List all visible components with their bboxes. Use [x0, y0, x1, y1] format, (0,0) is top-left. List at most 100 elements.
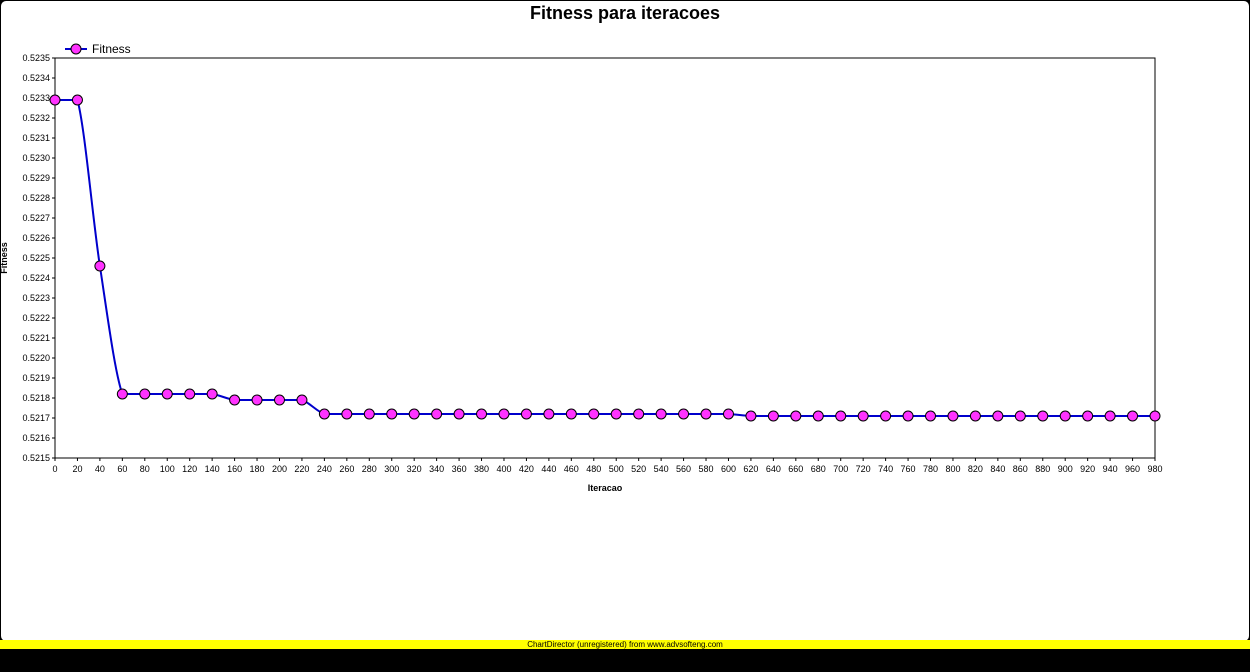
data-point: [610, 408, 622, 420]
data-point: [1082, 410, 1094, 422]
data-point: [1149, 410, 1161, 422]
data-point: [296, 394, 308, 406]
x-tick-label: 600: [721, 464, 736, 474]
data-point: [386, 408, 398, 420]
x-tick-label: 780: [923, 464, 938, 474]
x-tick-label: 880: [1035, 464, 1050, 474]
data-point: [969, 410, 981, 422]
x-tick-label: 800: [945, 464, 960, 474]
watermark-banner: ChartDirector (unregistered) from www.ad…: [0, 640, 1250, 649]
y-axis: 0.5215 0.5216 0.5217 0.5218 0.5219 0.5220 0.52…: [22, 53, 55, 463]
data-point: [655, 408, 667, 420]
data-point: [700, 408, 712, 420]
y-tick-label: 0.5221: [22, 333, 50, 343]
data-point: [341, 408, 353, 420]
y-tick-label: 0.5219: [22, 373, 50, 383]
y-tick-label: 0.5234: [22, 73, 50, 83]
data-point: [947, 410, 959, 422]
data-point: [745, 410, 757, 422]
x-tick-label: 260: [339, 464, 354, 474]
x-tick-label: 360: [452, 464, 467, 474]
x-tick-label: 520: [631, 464, 646, 474]
data-point: [49, 94, 61, 106]
legend-label: Fitness: [92, 42, 131, 56]
chart-title: Fitness para iteracoes: [530, 3, 720, 23]
x-tick-label: 200: [272, 464, 287, 474]
data-point: [1104, 410, 1116, 422]
data-point: [206, 388, 218, 400]
y-tick-label: 0.5223: [22, 293, 50, 303]
y-tick-label: 0.5228: [22, 193, 50, 203]
y-tick-label: 0.5215: [22, 453, 50, 463]
data-point: [790, 410, 802, 422]
x-tick-label: 80: [140, 464, 150, 474]
data-point: [678, 408, 690, 420]
x-tick-label: 560: [676, 464, 691, 474]
data-point: [722, 408, 734, 420]
legend-marker: [70, 43, 82, 55]
data-point: [1059, 410, 1071, 422]
x-tick-label: 160: [227, 464, 242, 474]
data-point: [812, 410, 824, 422]
x-tick-label: 400: [496, 464, 511, 474]
x-tick-label: 980: [1147, 464, 1162, 474]
x-tick-label: 620: [743, 464, 758, 474]
data-point: [139, 388, 151, 400]
y-tick-label: 0.5226: [22, 233, 50, 243]
data-point: [1127, 410, 1139, 422]
y-tick-label: 0.5227: [22, 213, 50, 223]
x-tick-label: 840: [990, 464, 1005, 474]
data-point: [857, 410, 869, 422]
data-point: [71, 94, 83, 106]
x-tick-label: 40: [95, 464, 105, 474]
y-tick-label: 0.5225: [22, 253, 50, 263]
data-point: [902, 410, 914, 422]
y-axis-title: Fitness: [0, 242, 9, 274]
y-tick-label: 0.5217: [22, 413, 50, 423]
x-tick-label: 480: [586, 464, 601, 474]
x-tick-label: 140: [205, 464, 220, 474]
x-tick-label: 380: [474, 464, 489, 474]
data-point: [767, 410, 779, 422]
data-point: [925, 410, 937, 422]
y-tick-label: 0.5231: [22, 133, 50, 143]
data-point: [116, 388, 128, 400]
y-tick-label: 0.5218: [22, 393, 50, 403]
y-tick-label: 0.5222: [22, 313, 50, 323]
x-tick-label: 940: [1103, 464, 1118, 474]
x-axis: 0 20 40 60 80 100 120 140 160 180 200 220 240 260 280 3…: [52, 458, 1163, 474]
x-tick-label: 120: [182, 464, 197, 474]
data-point: [543, 408, 555, 420]
x-tick-label: 460: [564, 464, 579, 474]
data-point: [273, 394, 285, 406]
data-point: [835, 410, 847, 422]
x-tick-label: 860: [1013, 464, 1028, 474]
series-fitness: [49, 94, 1161, 422]
y-tick-label: 0.5216: [22, 433, 50, 443]
x-tick-label: 680: [811, 464, 826, 474]
data-point: [453, 408, 465, 420]
y-tick-label: 0.5220: [22, 353, 50, 363]
y-tick-label: 0.5229: [22, 173, 50, 183]
x-tick-label: 20: [72, 464, 82, 474]
plot-area: [54, 57, 1156, 459]
data-point: [992, 410, 1004, 422]
x-tick-label: 640: [766, 464, 781, 474]
y-tick-label: 0.5235: [22, 53, 50, 63]
data-point: [184, 388, 196, 400]
data-point: [431, 408, 443, 420]
x-tick-label: 660: [788, 464, 803, 474]
data-point: [363, 408, 375, 420]
data-point: [880, 410, 892, 422]
x-tick-label: 920: [1080, 464, 1095, 474]
data-point: [1037, 410, 1049, 422]
data-point: [565, 408, 577, 420]
x-tick-label: 320: [407, 464, 422, 474]
x-tick-label: 280: [362, 464, 377, 474]
line-chart: Fitness para iteracoes Fitness 0.52150.5…: [0, 3, 1163, 493]
data-point: [588, 408, 600, 420]
x-tick-label: 720: [856, 464, 871, 474]
y-tick-label: 0.5232: [22, 113, 50, 123]
x-tick-label: 100: [160, 464, 175, 474]
data-point: [94, 260, 106, 272]
